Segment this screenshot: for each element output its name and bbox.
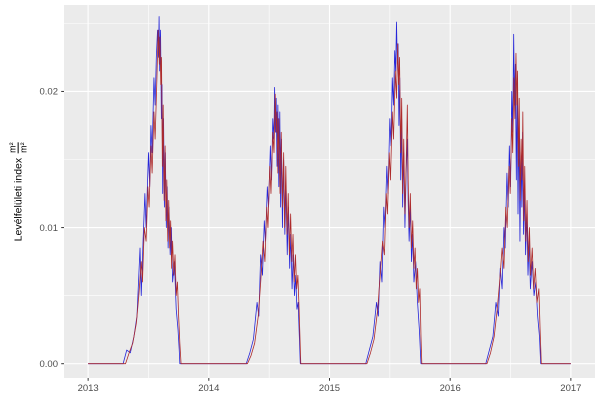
x-tick-label: 2014 [198,383,219,394]
y-tick-label: 0.01 [40,223,59,234]
x-tick-label: 2015 [319,383,340,394]
y-tick-label: 0.00 [40,359,59,370]
lai-series-red [88,29,571,365]
x-axis-tick-labels: 2013 2014 2015 2016 2017 [78,383,582,394]
y-tick-label: 0.02 [40,87,59,98]
x-tick-label: 2016 [440,383,461,394]
x-tick-label: 2017 [560,383,581,394]
grid-major [64,5,595,378]
axis-ticks [61,90,572,381]
y-axis-tick-labels: 0.00 0.01 0.02 [40,87,59,370]
x-tick-label: 2013 [78,383,99,394]
